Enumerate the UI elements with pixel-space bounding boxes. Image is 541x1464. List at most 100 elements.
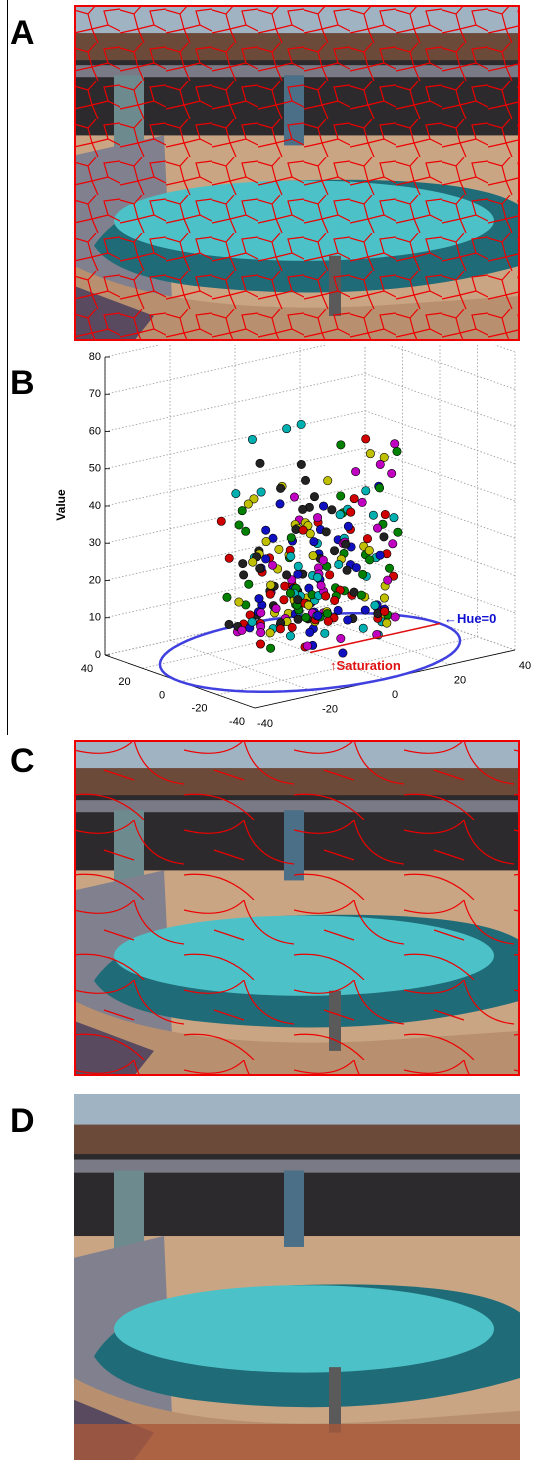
scatter-point-decor xyxy=(249,494,259,504)
scatter-point-decor xyxy=(237,625,247,635)
scatter-point-decor xyxy=(383,575,393,585)
scatter-point-decor xyxy=(286,533,296,543)
z-tick-label: 50 xyxy=(89,463,101,475)
scatter-point-decor xyxy=(388,539,398,549)
scatter-point-decor xyxy=(293,561,303,571)
x-tick-label: -40 xyxy=(229,716,245,728)
scatter-point-decor xyxy=(255,458,265,468)
scatter-point-decor xyxy=(296,419,306,429)
scatter-point-decor xyxy=(313,513,323,523)
scatter-point-decor xyxy=(379,452,389,462)
z-tick-label: 30 xyxy=(89,537,101,549)
scatter-point-decor xyxy=(222,592,232,602)
scatter-point-decor xyxy=(335,510,345,520)
scatter-point-decor xyxy=(330,595,340,605)
y-tick-label: 40 xyxy=(519,660,531,672)
photo-a xyxy=(74,5,520,341)
scatter-point-decor xyxy=(360,605,370,615)
scatter-point-decor xyxy=(319,501,329,511)
scatter-point-decor xyxy=(298,525,308,535)
z-tick-label: 60 xyxy=(89,425,101,437)
scatter-point-decor xyxy=(365,449,375,459)
scatter-point-decor xyxy=(234,520,244,530)
scatter-point-decor xyxy=(336,491,346,501)
scatter-point-decor xyxy=(286,631,296,641)
grid-line xyxy=(104,484,366,544)
scatter-point-decor xyxy=(293,595,303,605)
scatter-point-decor xyxy=(256,608,266,618)
chart: Value 0 10 20 30 40 50 60 70 80 40 20 0 -20 -40 -40 -20… xyxy=(54,345,531,730)
scatter-point-decor xyxy=(365,555,375,565)
scatter-point-decor xyxy=(244,579,254,589)
scatter-point-decor xyxy=(327,505,337,515)
scatter-point-decor xyxy=(266,643,276,653)
scatter-point-decor xyxy=(247,435,257,445)
scatter-point-decor xyxy=(309,537,319,547)
scatter-point-decor xyxy=(313,572,323,582)
scatter-point-decor xyxy=(336,440,346,450)
scatter-point-decor xyxy=(275,499,285,509)
scatter-point-decor xyxy=(387,468,397,478)
scatter-point-decor xyxy=(237,506,247,516)
z-tick-label: 70 xyxy=(89,388,101,400)
scatter-point-decor xyxy=(362,534,372,544)
scatter-point-decor xyxy=(361,486,371,496)
scatter-point-decor xyxy=(241,526,251,536)
panel-label: C xyxy=(10,742,35,780)
scatter-point-decor xyxy=(325,570,335,580)
scatter-point-decor xyxy=(261,525,271,535)
x-tick-label: 20 xyxy=(118,676,130,688)
scatter-point-decor xyxy=(280,581,290,591)
grid-line xyxy=(104,373,366,432)
x-tick-label: 40 xyxy=(81,663,93,675)
scatter-point-decor xyxy=(343,615,353,625)
scatter-point-decor xyxy=(392,446,402,456)
scatter-point-decor xyxy=(238,559,248,569)
y-tick-label: -40 xyxy=(257,718,273,730)
scatter-point-decor xyxy=(293,569,303,579)
z-tick-label: 80 xyxy=(89,351,101,363)
scatter-point-decor xyxy=(333,605,343,615)
panel-rule xyxy=(7,0,8,735)
scatter-point-decor xyxy=(256,487,266,497)
scatter-point-decor xyxy=(275,624,285,634)
scatter-point-decor xyxy=(390,439,400,449)
scatter-point-decor xyxy=(382,618,392,628)
scatter-point-decor xyxy=(248,557,258,567)
scatter-point-decor xyxy=(216,516,226,526)
scatter-point-decor xyxy=(313,611,323,621)
scatter-point-decor xyxy=(373,523,383,533)
scatter-point-decor xyxy=(385,563,395,573)
annotation: ←Hue=0 xyxy=(444,611,496,626)
z-tick-label: 20 xyxy=(89,574,101,586)
scatter-point-decor xyxy=(323,476,333,486)
z-tick-label: 40 xyxy=(89,500,101,512)
scatter-point-decor xyxy=(256,628,266,638)
z-axis-label: Value xyxy=(54,489,68,521)
scatter-point-decor xyxy=(224,619,234,629)
scatter-point-decor xyxy=(323,616,333,626)
scatter-point-decor xyxy=(338,648,348,658)
y-tick-label: -20 xyxy=(322,703,338,715)
scatter-point-decor xyxy=(234,597,244,607)
scatter-point-decor xyxy=(271,603,281,613)
scatter-point-decor xyxy=(361,434,371,444)
scatter-point-decor xyxy=(247,617,257,627)
x-tick-label: 0 xyxy=(159,689,165,701)
photo-d xyxy=(74,1094,520,1460)
scatter-point-decor xyxy=(293,614,303,624)
scatter-point-decor xyxy=(239,570,249,580)
scatter-point-decor xyxy=(304,600,314,610)
scatter-point-decor xyxy=(261,554,271,564)
scatter-point-decor xyxy=(375,550,385,560)
annotation: ↑Saturation xyxy=(330,658,401,673)
scatter-point-decor xyxy=(255,563,265,573)
scatter-point-decor xyxy=(266,580,276,590)
scatter-point-decor xyxy=(358,623,368,633)
scatter-point-decor xyxy=(254,594,264,604)
scatter-point-decor xyxy=(287,622,297,632)
scatter-point-decor xyxy=(305,627,315,637)
scatter-point-decor xyxy=(318,555,328,565)
scatter-point-decor xyxy=(349,494,359,504)
